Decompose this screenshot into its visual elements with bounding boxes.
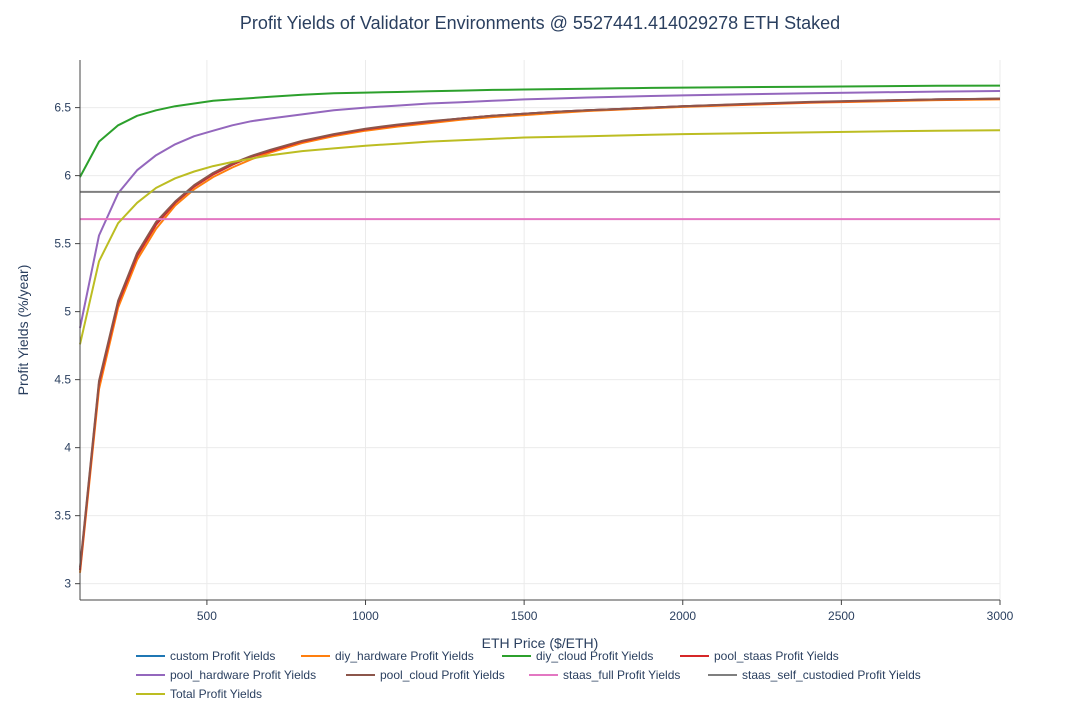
y-tick-label: 3.5 — [54, 509, 71, 523]
x-tick-label: 3000 — [987, 609, 1014, 623]
legend-item[interactable]: pool_cloud Profit Yields — [346, 668, 505, 682]
legend-item[interactable]: pool_staas Profit Yields — [680, 649, 839, 663]
y-tick-label: 6 — [64, 169, 71, 183]
y-tick-label: 5.5 — [54, 237, 71, 251]
series-line[interactable] — [79, 84, 1001, 178]
series-lines — [79, 84, 1001, 573]
legend-item[interactable]: pool_hardware Profit Yields — [136, 668, 316, 682]
y-axis-title: Profit Yields (%/year) — [15, 265, 31, 396]
legend-item[interactable]: Total Profit Yields — [136, 687, 262, 701]
y-tick-label: 3 — [64, 577, 71, 591]
legend-item[interactable]: diy_hardware Profit Yields — [301, 649, 474, 663]
series-line[interactable] — [79, 129, 1001, 345]
legend-item[interactable]: staas_full Profit Yields — [529, 668, 680, 682]
legend-label: staas_self_custodied Profit Yields — [742, 668, 921, 682]
legend-label: diy_hardware Profit Yields — [335, 649, 474, 663]
legend-item[interactable]: staas_self_custodied Profit Yields — [708, 668, 921, 682]
y-tick-label: 5 — [64, 305, 71, 319]
x-tick-label: 2000 — [669, 609, 696, 623]
series-line[interactable] — [79, 90, 1001, 329]
y-tick-label: 4 — [64, 441, 71, 455]
legend[interactable]: custom Profit Yields diy_hardware Profit … — [136, 649, 921, 701]
legend-label: pool_staas Profit Yields — [714, 649, 839, 663]
legend-label: diy_cloud Profit Yields — [536, 649, 653, 663]
axes: 500 1000 1500 2000 2500 3000 3 3.5 4 4.5 5 5.5 6 6.5 — [54, 60, 1014, 623]
x-tick-label: 1000 — [352, 609, 379, 623]
x-tick-label: 500 — [197, 609, 217, 623]
legend-label: pool_cloud Profit Yields — [380, 668, 505, 682]
chart-title: Profit Yields of Validator Environments … — [240, 13, 840, 33]
legend-item[interactable]: custom Profit Yields — [136, 649, 275, 663]
series-line[interactable] — [79, 97, 1001, 568]
x-axis-title: ETH Price ($/ETH) — [482, 635, 599, 651]
x-tick-label: 2500 — [828, 609, 855, 623]
legend-item[interactable]: diy_cloud Profit Yields — [502, 649, 653, 663]
y-tick-label: 4.5 — [54, 373, 71, 387]
grid — [80, 60, 1001, 600]
legend-label: pool_hardware Profit Yields — [170, 668, 316, 682]
legend-label: Total Profit Yields — [170, 687, 262, 701]
y-tick-label: 6.5 — [54, 101, 71, 115]
legend-label: staas_full Profit Yields — [563, 668, 680, 682]
legend-label: custom Profit Yields — [170, 649, 275, 663]
x-tick-label: 1500 — [511, 609, 538, 623]
